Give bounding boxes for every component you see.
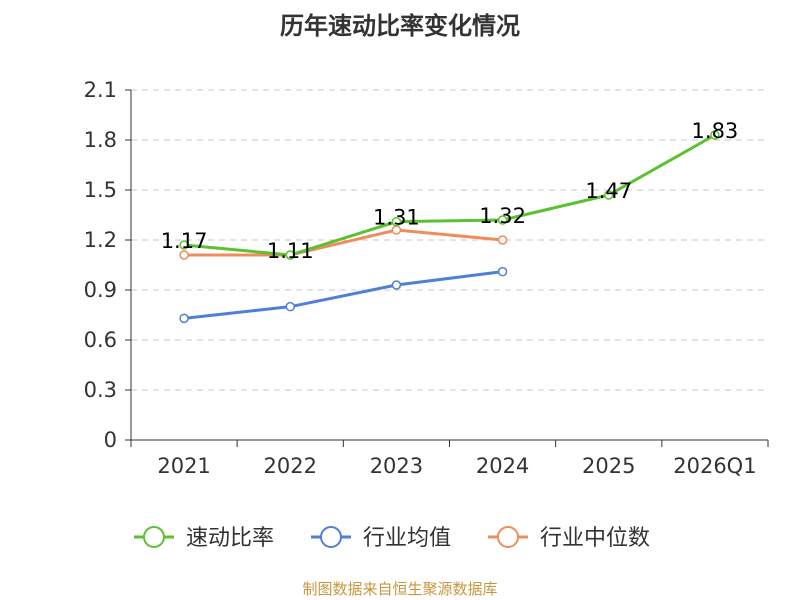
chart-title: 历年速动比率变化情况 (280, 12, 520, 40)
y-tick-label: 0 (104, 428, 117, 452)
data-point (285, 250, 295, 260)
data-point (179, 313, 189, 324)
x-tick-label: 2025 (582, 454, 635, 478)
x-tick-label: 2022 (264, 454, 317, 478)
legend-label: 行业均值 (363, 526, 451, 551)
legend-label: 行业中位数 (540, 526, 650, 551)
data-point (179, 250, 189, 260)
series-line-2 (182, 228, 505, 257)
data-point (179, 240, 189, 250)
data-label: 1.47 (585, 179, 632, 203)
y-tick-label: 1.5 (84, 178, 117, 202)
data-label: 1.11 (267, 239, 314, 263)
y-tick-label: 1.2 (84, 228, 117, 252)
data-label: 1.83 (692, 119, 739, 143)
series-line-0 (182, 133, 717, 257)
y-tick-label: 0.9 (84, 278, 117, 302)
source-note: 制图数据来自恒生聚源数据库 (302, 580, 498, 598)
data-point (497, 266, 508, 277)
y-tick-label: 1.8 (84, 128, 117, 152)
data-point (391, 216, 402, 227)
data-point (391, 280, 402, 290)
legend-marker (320, 526, 342, 548)
series-line-1 (182, 270, 505, 320)
data-point (497, 215, 508, 225)
legend-marker (143, 526, 165, 548)
data-point (497, 235, 508, 245)
data-point (604, 190, 614, 200)
data-point (285, 301, 295, 312)
y-tick-label: 2.1 (84, 78, 117, 102)
y-tick-label: 0.6 (84, 328, 117, 352)
x-tick-label: 2021 (157, 454, 210, 478)
data-label: 1.32 (479, 204, 526, 228)
y-tick-label: 0.3 (84, 378, 117, 402)
x-tick-label: 2023 (370, 454, 423, 478)
x-tick-label: 2026Q1 (673, 454, 756, 478)
x-tick-label: 2024 (476, 454, 529, 478)
data-label: 1.17 (161, 229, 208, 253)
data-label: 1.31 (373, 206, 420, 230)
legend-label: 速动比率 (186, 526, 274, 551)
data-point (710, 130, 720, 140)
legend-marker (497, 526, 519, 548)
